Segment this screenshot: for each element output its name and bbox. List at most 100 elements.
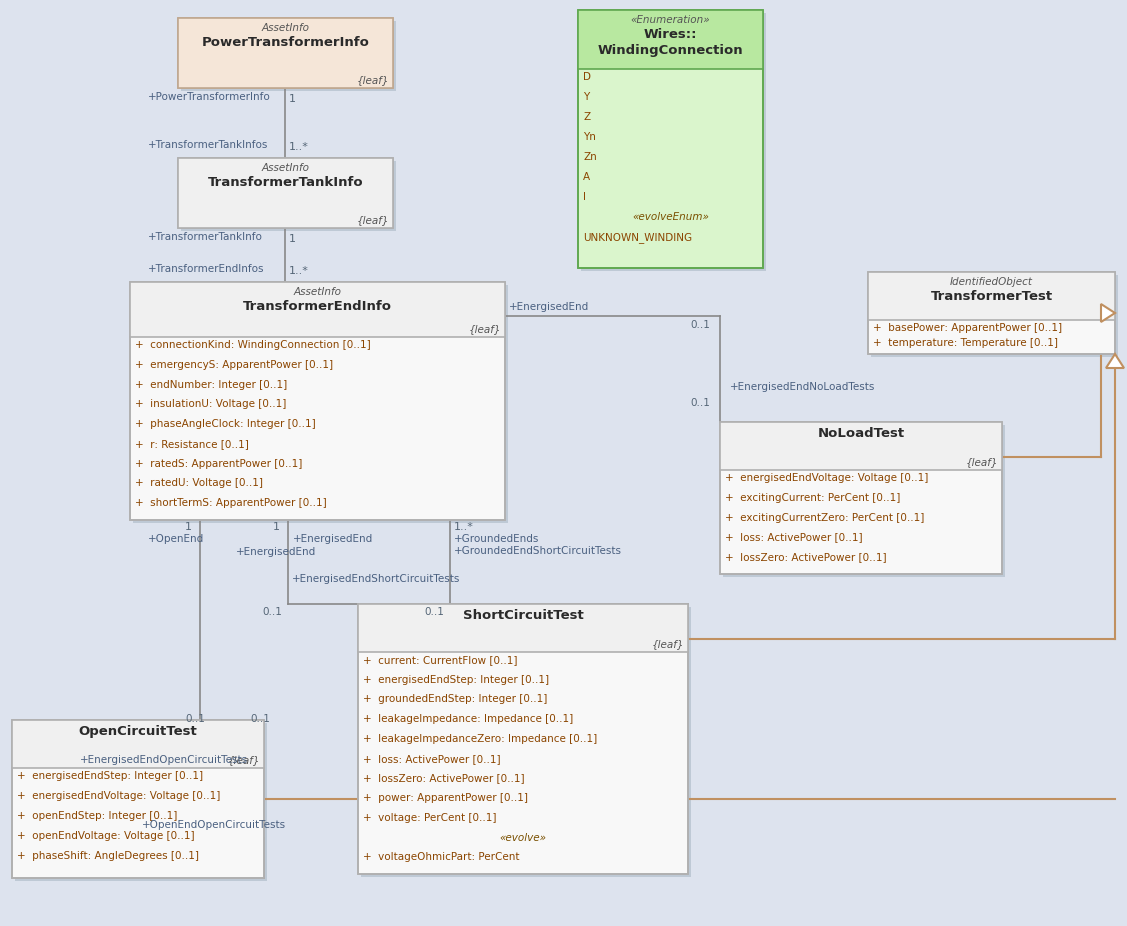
Bar <box>720 422 1002 470</box>
Text: +  lossZero: ActivePower [0..1]: + lossZero: ActivePower [0..1] <box>363 773 525 783</box>
Bar <box>181 161 396 231</box>
Bar <box>178 158 393 228</box>
Text: 0..1: 0..1 <box>424 607 444 617</box>
Bar <box>130 282 505 520</box>
Bar <box>133 285 508 523</box>
Text: WindingConnection: WindingConnection <box>597 44 744 57</box>
Text: +  basePower: ApparentPower [0..1]: + basePower: ApparentPower [0..1] <box>873 323 1062 333</box>
Bar <box>178 158 393 228</box>
Bar <box>578 10 763 268</box>
Text: +  loss: ActivePower [0..1]: + loss: ActivePower [0..1] <box>363 754 500 764</box>
Text: Wires::: Wires:: <box>644 28 698 41</box>
Bar <box>361 607 691 877</box>
Text: +  excitingCurrentZero: PerCent [0..1]: + excitingCurrentZero: PerCent [0..1] <box>725 513 924 522</box>
Text: Z: Z <box>583 112 591 122</box>
Text: +  shortTermS: ApparentPower [0..1]: + shortTermS: ApparentPower [0..1] <box>135 498 327 508</box>
Text: 0..1: 0..1 <box>185 714 205 724</box>
Text: +  lossZero: ActivePower [0..1]: + lossZero: ActivePower [0..1] <box>725 552 887 562</box>
Text: Zn: Zn <box>583 152 597 162</box>
Text: 1..*: 1..* <box>289 142 309 152</box>
Text: 1: 1 <box>273 522 279 532</box>
Text: +  power: ApparentPower [0..1]: + power: ApparentPower [0..1] <box>363 793 529 803</box>
Text: {leaf}: {leaf} <box>469 324 502 334</box>
Bar <box>720 422 1002 574</box>
Bar <box>178 18 393 88</box>
Bar <box>12 720 264 768</box>
Text: +  phaseAngleClock: Integer [0..1]: + phaseAngleClock: Integer [0..1] <box>135 419 316 429</box>
Bar <box>178 18 393 88</box>
Bar <box>358 604 687 874</box>
Text: TransformerEndInfo: TransformerEndInfo <box>243 300 392 313</box>
Text: +  endNumber: Integer [0..1]: + endNumber: Integer [0..1] <box>135 380 287 390</box>
Text: +  energisedEndStep: Integer [0..1]: + energisedEndStep: Integer [0..1] <box>17 771 203 781</box>
Text: +  energisedEndVoltage: Voltage [0..1]: + energisedEndVoltage: Voltage [0..1] <box>725 473 929 483</box>
Text: 0..1: 0..1 <box>690 398 710 408</box>
Text: +  leakageImpedance: Impedance [0..1]: + leakageImpedance: Impedance [0..1] <box>363 714 574 724</box>
Text: +  voltageOhmicPart: PerCent: + voltageOhmicPart: PerCent <box>363 852 520 862</box>
Bar <box>12 720 264 878</box>
Bar <box>178 158 393 228</box>
Text: {leaf}: {leaf} <box>356 215 389 225</box>
Text: +  energisedEndStep: Integer [0..1]: + energisedEndStep: Integer [0..1] <box>363 675 549 684</box>
Text: +  ratedU: Voltage [0..1]: + ratedU: Voltage [0..1] <box>135 479 263 488</box>
Text: D: D <box>583 72 591 82</box>
Bar <box>15 723 267 881</box>
Text: I: I <box>583 192 586 202</box>
Bar <box>724 425 1005 577</box>
Text: OpenCircuitTest: OpenCircuitTest <box>79 725 197 738</box>
Text: 1: 1 <box>289 234 296 244</box>
Text: TransformerTankInfo: TransformerTankInfo <box>207 176 363 189</box>
Text: AssetInfo: AssetInfo <box>293 287 341 297</box>
Text: +EnergisedEndShortCircuitTests: +EnergisedEndShortCircuitTests <box>292 574 460 584</box>
Text: +  emergencyS: ApparentPower [0..1]: + emergencyS: ApparentPower [0..1] <box>135 360 334 369</box>
Text: «evolveEnum»: «evolveEnum» <box>632 212 709 222</box>
Bar <box>130 282 505 520</box>
Text: +OpenEnd: +OpenEnd <box>148 534 204 544</box>
Bar <box>358 604 687 874</box>
Text: IdentifiedObject: IdentifiedObject <box>950 277 1033 287</box>
Bar <box>871 275 1118 357</box>
Text: Yn: Yn <box>583 132 596 142</box>
Bar <box>130 282 505 337</box>
Text: TransformerTest: TransformerTest <box>931 290 1053 303</box>
Text: +  loss: ActivePower [0..1]: + loss: ActivePower [0..1] <box>725 532 862 543</box>
Bar <box>181 21 396 91</box>
Text: +GroundedEndShortCircuitTests: +GroundedEndShortCircuitTests <box>454 546 622 556</box>
Text: +  openEndVoltage: Voltage [0..1]: + openEndVoltage: Voltage [0..1] <box>17 831 195 841</box>
Text: +  voltage: PerCent [0..1]: + voltage: PerCent [0..1] <box>363 813 497 823</box>
Text: +  openEndStep: Integer [0..1]: + openEndStep: Integer [0..1] <box>17 811 177 821</box>
Text: NoLoadTest: NoLoadTest <box>817 427 905 440</box>
Bar <box>578 10 763 69</box>
Text: +  energisedEndVoltage: Voltage [0..1]: + energisedEndVoltage: Voltage [0..1] <box>17 791 221 801</box>
Text: 0..1: 0..1 <box>261 607 282 617</box>
Text: 0..1: 0..1 <box>250 714 269 724</box>
Text: +  ratedS: ApparentPower [0..1]: + ratedS: ApparentPower [0..1] <box>135 458 302 469</box>
Text: 1..*: 1..* <box>289 266 309 276</box>
Text: «Enumeration»: «Enumeration» <box>631 15 710 25</box>
Text: +  connectionKind: WindingConnection [0..1]: + connectionKind: WindingConnection [0..… <box>135 340 371 350</box>
Text: UNKNOWN_WINDING: UNKNOWN_WINDING <box>583 232 692 243</box>
Bar <box>578 10 763 268</box>
Text: +EnergisedEnd: +EnergisedEnd <box>509 302 589 312</box>
Text: AssetInfo: AssetInfo <box>261 163 310 173</box>
Text: {leaf}: {leaf} <box>966 457 999 467</box>
Text: +  excitingCurrent: PerCent [0..1]: + excitingCurrent: PerCent [0..1] <box>725 493 900 503</box>
Text: +  current: CurrentFlow [0..1]: + current: CurrentFlow [0..1] <box>363 655 517 665</box>
Text: 1: 1 <box>185 522 192 532</box>
Bar <box>868 272 1115 354</box>
Text: +GroundedEnds: +GroundedEnds <box>454 534 540 544</box>
Polygon shape <box>1106 354 1124 368</box>
Bar <box>868 272 1115 354</box>
Text: {leaf}: {leaf} <box>651 639 684 649</box>
Text: +PowerTransformerInfo: +PowerTransformerInfo <box>148 92 270 102</box>
Text: +EnergisedEndOpenCircuitTests: +EnergisedEndOpenCircuitTests <box>80 755 248 765</box>
Text: {leaf}: {leaf} <box>228 755 260 765</box>
Text: +  leakageImpedanceZero: Impedance [0..1]: + leakageImpedanceZero: Impedance [0..1] <box>363 734 597 744</box>
Text: +OpenEndOpenCircuitTests: +OpenEndOpenCircuitTests <box>142 820 286 830</box>
Bar <box>582 13 766 271</box>
Bar <box>358 604 687 652</box>
Text: «evolve»: «evolve» <box>499 832 547 843</box>
Text: 1..*: 1..* <box>454 522 473 532</box>
Text: +EnergisedEnd: +EnergisedEnd <box>236 547 317 557</box>
Text: +  insulationU: Voltage [0..1]: + insulationU: Voltage [0..1] <box>135 399 286 409</box>
